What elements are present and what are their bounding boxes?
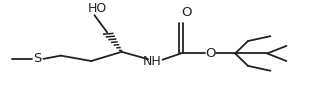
Text: O: O	[205, 47, 216, 60]
Text: O: O	[181, 6, 191, 19]
Text: S: S	[34, 52, 42, 65]
Text: NH: NH	[143, 55, 161, 68]
Text: HO: HO	[88, 2, 107, 15]
